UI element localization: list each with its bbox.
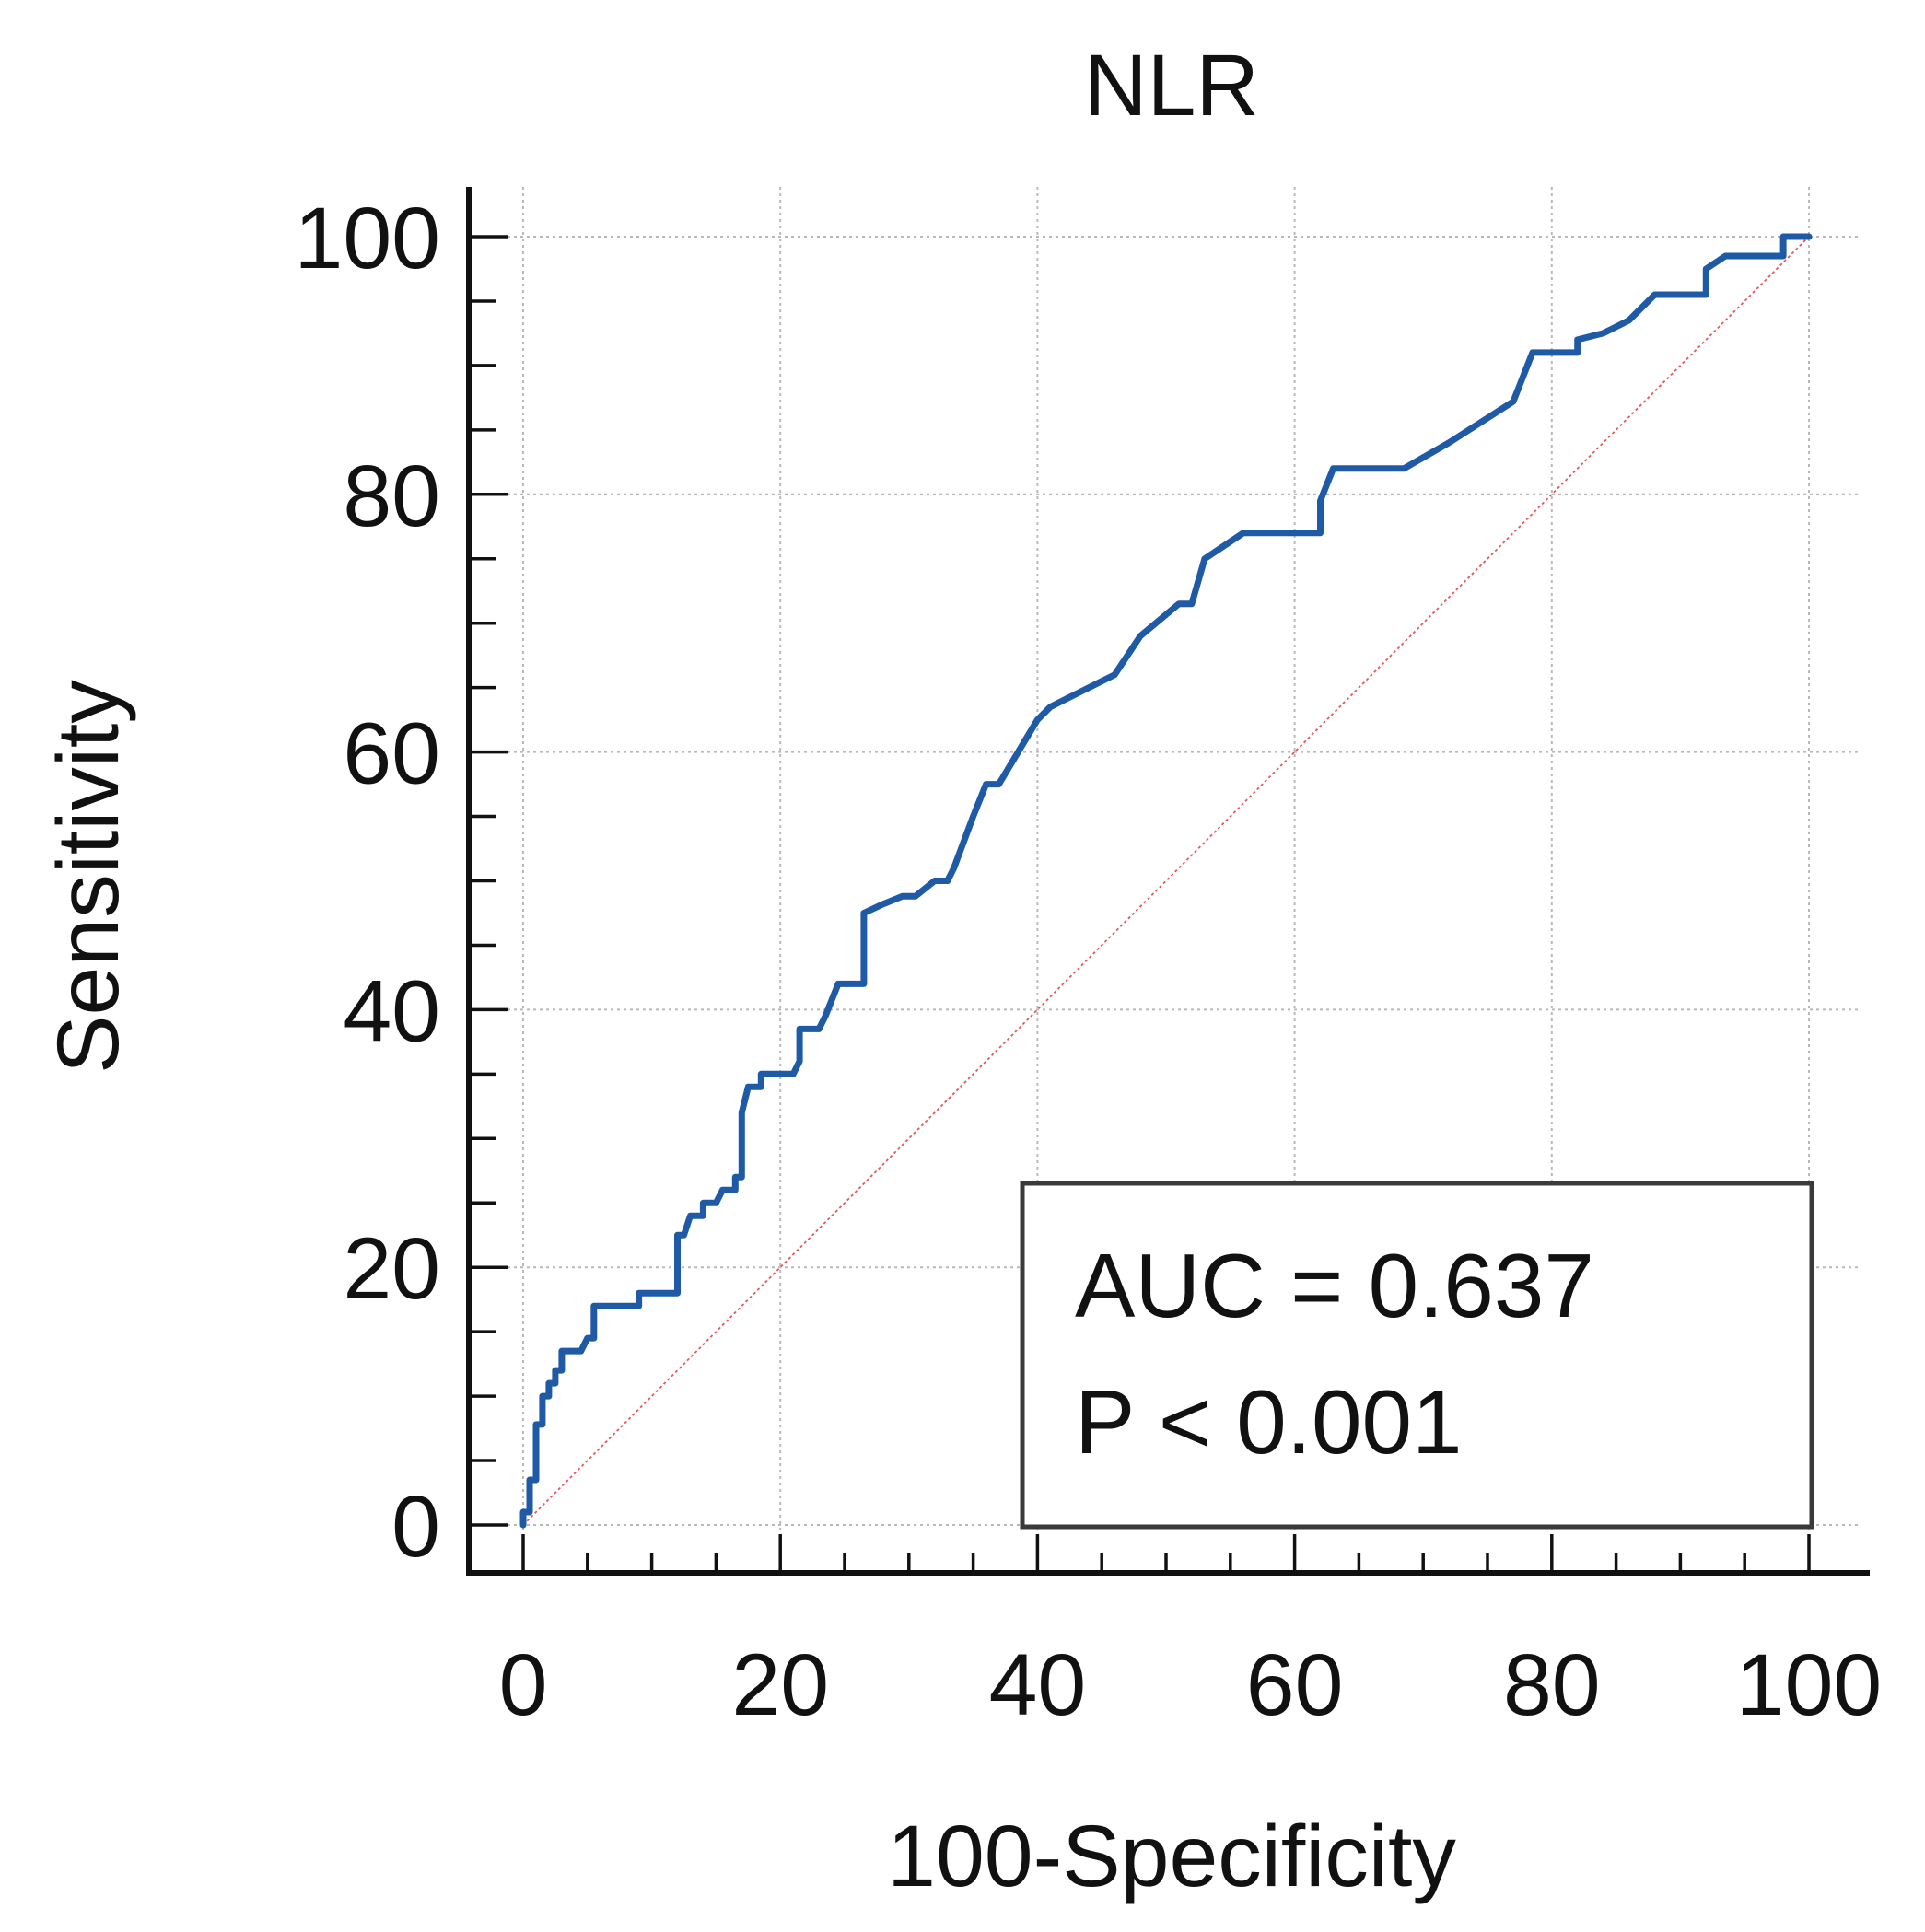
y-tick-label: 60 bbox=[343, 705, 440, 803]
x-tick-label: 40 bbox=[989, 1636, 1087, 1734]
x-tick-label: 60 bbox=[1246, 1636, 1344, 1734]
y-tick-label: 0 bbox=[391, 1478, 440, 1576]
reference-line-layer bbox=[522, 236, 1810, 1526]
y-tick-label: 100 bbox=[294, 190, 440, 287]
x-tick-label: 80 bbox=[1503, 1636, 1601, 1734]
y-tick-label: 20 bbox=[343, 1220, 440, 1318]
x-tick-label: 0 bbox=[499, 1636, 548, 1734]
auc-annotation: AUC = 0.637 bbox=[1075, 1235, 1594, 1336]
x-tick-label: 100 bbox=[1736, 1636, 1883, 1734]
y-tick-label: 40 bbox=[343, 962, 440, 1060]
roc-curve-layer bbox=[519, 233, 1813, 1529]
annotation-box: AUC = 0.637 P < 0.001 bbox=[1020, 1181, 1814, 1530]
x-tick-label: 20 bbox=[731, 1636, 829, 1734]
annotation-box-frame bbox=[1020, 1181, 1814, 1530]
reference-diagonal-line bbox=[522, 236, 1810, 1526]
tick-labels: 0 20 40 60 80 100 0 20 40 60 80 100 bbox=[294, 190, 1882, 1734]
y-tick-label: 80 bbox=[343, 448, 440, 545]
tick-marks bbox=[469, 235, 1811, 1573]
x-axis-title: 100-Specificity bbox=[887, 1808, 1456, 1905]
y-axis-title: Sensitivity bbox=[40, 680, 137, 1074]
chart-title: NLR bbox=[1084, 37, 1259, 134]
p-value-annotation: P < 0.001 bbox=[1075, 1371, 1463, 1472]
roc-curve-line bbox=[519, 233, 1813, 1529]
